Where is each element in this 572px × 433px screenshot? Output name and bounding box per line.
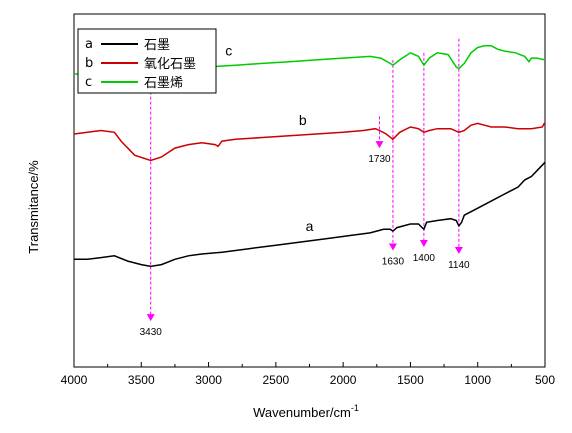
legend-label: 氧化石墨	[144, 57, 196, 72]
x-axis-label-text: Wavenumber/cm	[253, 405, 351, 420]
peak-annotations: 3430 1730 1630 1400 1140	[140, 38, 470, 338]
x-tick-label: 1000	[464, 373, 491, 387]
legend-items: a 石墨 b 氧化石墨 c 石墨烯	[85, 37, 196, 91]
annotation-label: 1400	[413, 253, 436, 264]
annotation-arrow	[375, 141, 384, 149]
annotation-arrow	[454, 247, 463, 255]
annotation-label: 1730	[368, 154, 391, 165]
legend-key: b	[85, 56, 93, 71]
legend-key: c	[85, 75, 92, 90]
x-tick-label: 2000	[330, 373, 357, 387]
x-axis-label-sup: -1	[351, 403, 359, 413]
annotation-label: 3430	[140, 327, 163, 338]
x-tick-label: 4000	[61, 373, 88, 387]
x-tick-label: 1500	[397, 373, 424, 387]
y-axis-label: Transmitance/%	[26, 160, 41, 254]
curve-label-c: c	[225, 43, 232, 59]
x-tick-label: 3500	[128, 373, 155, 387]
x-axis-ticks: 4000 3500 3000 2500 2000 1500 1000 500	[61, 362, 555, 387]
annotation-arrow	[146, 314, 155, 322]
annotation-label: 1630	[382, 257, 405, 268]
legend-label: 石墨	[144, 38, 170, 53]
legend: a 石墨 b 氧化石墨 c 石墨烯	[77, 28, 217, 94]
curve-labels: c b a	[225, 43, 313, 234]
series-line-a	[74, 161, 546, 268]
annotation-arrow	[388, 243, 397, 251]
annotation-arrow	[419, 239, 428, 247]
annotation-label: 1140	[448, 260, 470, 271]
x-tick-label: 3000	[195, 373, 222, 387]
x-tick-label: 2500	[263, 373, 290, 387]
series-line-b	[73, 122, 545, 162]
x-axis-label: Wavenumber/cm-1	[253, 403, 359, 420]
legend-label: 石墨烯	[144, 76, 183, 91]
curve-label-b: b	[299, 112, 307, 128]
curve-label-a: a	[306, 218, 314, 234]
legend-key: a	[85, 37, 93, 52]
x-tick-label: 500	[535, 373, 555, 387]
